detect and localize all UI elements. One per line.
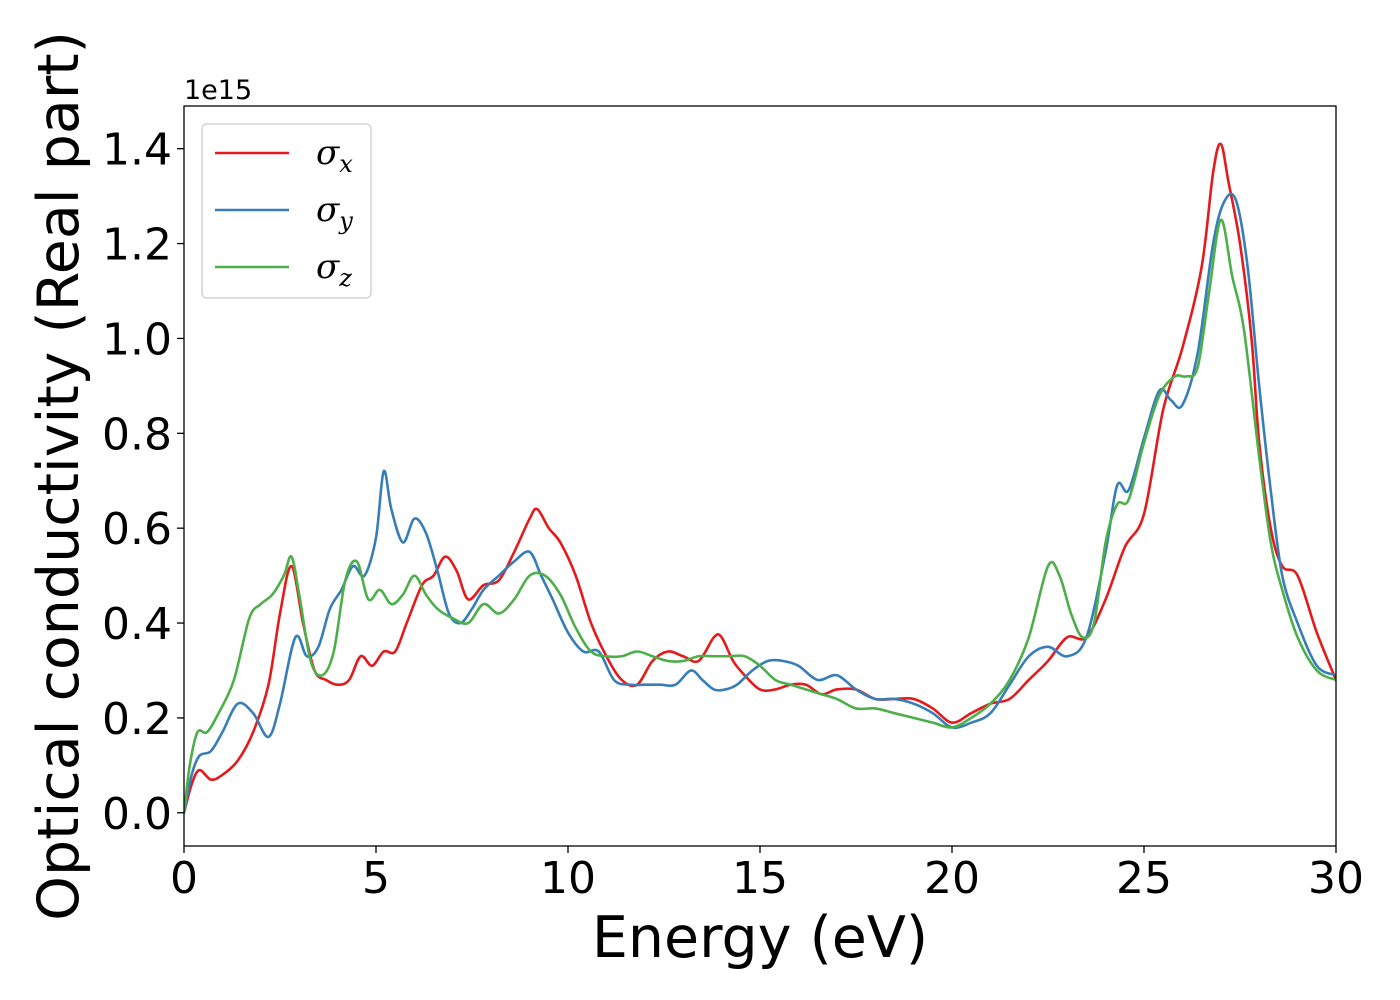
legend-label-y: σy (316, 190, 353, 235)
legend-label-x: σx (316, 133, 353, 178)
y-tick-label: 1.0 (102, 314, 172, 365)
x-axis-label: Energy (eV) (592, 905, 928, 971)
series-lines (184, 142, 1336, 815)
axis-ticks: 0 5 10 15 20 25 30 0.0 0.2 0.4 0.6 0.8 1.0 1.2 1.4 (102, 125, 1364, 904)
x-tick-label: 30 (1308, 853, 1364, 904)
y-offset-label: 1e15 (184, 75, 252, 106)
x-tick-label: 0 (170, 853, 198, 904)
x-tick-label: 5 (362, 853, 390, 904)
y-tick-label: 0.0 (102, 789, 172, 840)
y-tick-label: 0.2 (102, 694, 172, 745)
y-tick-label: 0.4 (102, 599, 172, 650)
y-tick-label: 1.4 (102, 125, 172, 176)
y-tick-label: 0.8 (102, 409, 172, 460)
y-axis-label: Optical conductivity (Real part) (26, 31, 92, 921)
series-line-z (184, 218, 1336, 815)
x-tick-label: 10 (540, 853, 596, 904)
y-tick-label: 0.6 (102, 504, 172, 555)
series-line-y (184, 192, 1336, 815)
y-tick-label: 1.2 (102, 220, 172, 271)
x-tick-label: 25 (1116, 853, 1172, 904)
series-line-x (184, 142, 1336, 815)
x-tick-label: 15 (732, 853, 788, 904)
x-tick-label: 20 (924, 853, 980, 904)
